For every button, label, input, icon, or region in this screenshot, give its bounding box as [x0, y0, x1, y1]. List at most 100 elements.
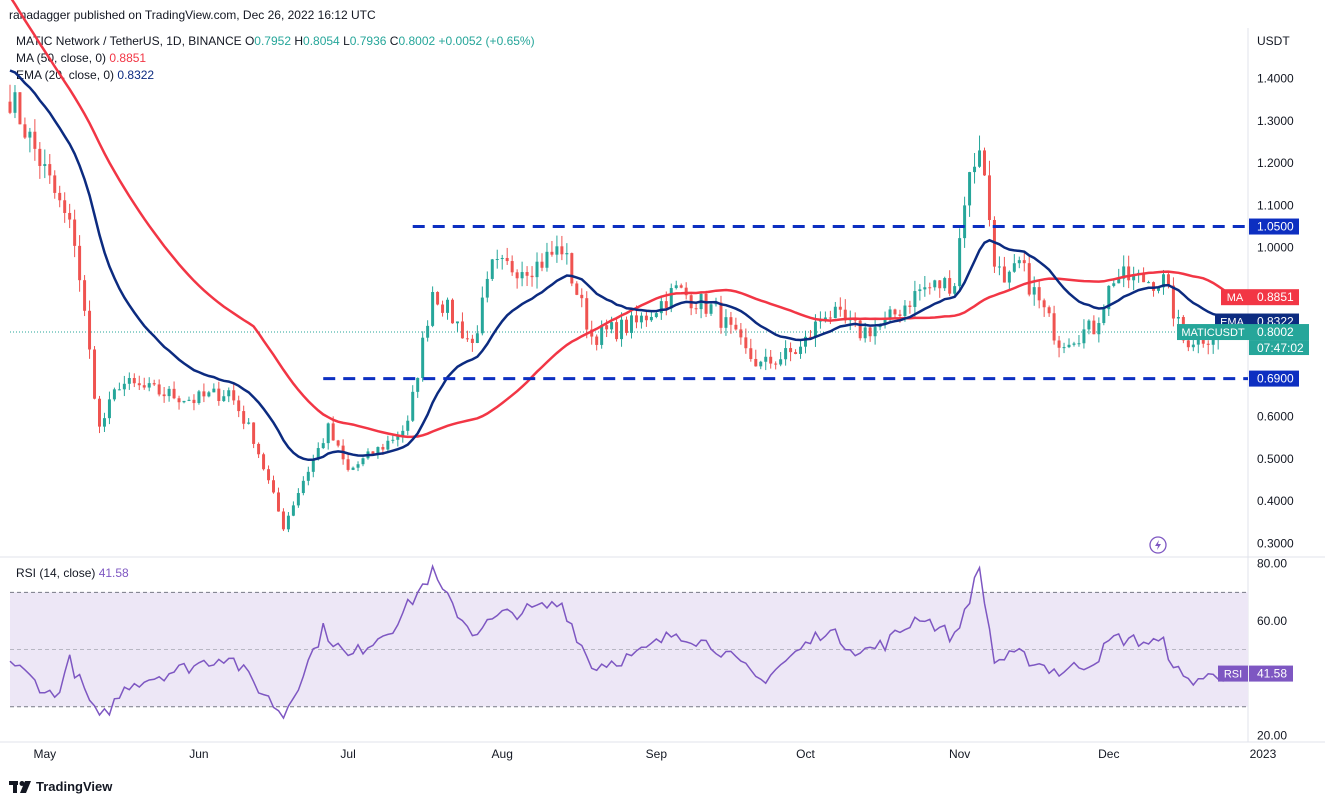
- open-value: 0.7952: [254, 34, 291, 48]
- candle: [88, 300, 92, 359]
- candle: [968, 171, 972, 217]
- candle: [296, 488, 300, 508]
- ma-tag-value: 0.8851: [1257, 290, 1294, 304]
- ema-legend-value: 0.8322: [117, 68, 155, 82]
- candle: [18, 92, 22, 125]
- ema-legend[interactable]: EMA (20, close, 0) 0.8322: [16, 68, 154, 82]
- candle: [764, 348, 768, 371]
- candle: [530, 266, 534, 287]
- candle: [744, 328, 748, 354]
- candle: [500, 254, 504, 270]
- candle: [212, 383, 216, 393]
- candle: [470, 334, 474, 352]
- candle: [1092, 315, 1096, 335]
- candle: [237, 395, 241, 418]
- candle: [107, 391, 111, 425]
- candle: [828, 310, 832, 325]
- candle: [157, 379, 161, 397]
- candle: [848, 310, 852, 331]
- candle: [948, 270, 952, 297]
- candle: [1147, 280, 1151, 284]
- candle: [152, 379, 156, 387]
- candle: [719, 295, 723, 334]
- tradingview-brand[interactable]: TradingView: [9, 779, 112, 794]
- candle: [1022, 250, 1026, 272]
- candle: [545, 242, 549, 272]
- time-tick-label: Jun: [189, 747, 208, 761]
- candle: [1117, 268, 1121, 284]
- rsi-axis-ticks: 20.00 60.00 80.00: [1257, 557, 1287, 743]
- candle: [958, 228, 962, 290]
- candle: [689, 294, 693, 316]
- candle: [441, 300, 445, 317]
- last-tag-name: MATICUSDT: [1181, 327, 1245, 339]
- rsi-tag-name: RSI: [1224, 669, 1242, 681]
- candle: [729, 311, 733, 334]
- candle: [570, 252, 574, 287]
- candle: [93, 346, 97, 400]
- candle: [515, 269, 519, 289]
- candle: [1057, 335, 1061, 358]
- candle: [997, 256, 1001, 276]
- candle: [326, 422, 330, 450]
- price-tick-label: 1.3000: [1257, 114, 1294, 128]
- ma-legend[interactable]: MA (50, close, 0) 0.8851: [16, 51, 146, 65]
- candle: [147, 377, 151, 392]
- rsi-legend[interactable]: RSI (14, close) 41.58: [16, 566, 129, 580]
- price-tick-label: 1.2000: [1257, 156, 1294, 170]
- rsi-line: [9, 563, 1234, 720]
- candle: [490, 258, 494, 281]
- candle: [83, 275, 87, 317]
- candle: [799, 339, 803, 359]
- candle: [202, 383, 206, 403]
- candle: [301, 476, 305, 496]
- candle: [78, 235, 82, 292]
- candle: [535, 252, 539, 289]
- candle: [247, 418, 251, 425]
- candle: [774, 361, 778, 370]
- candle: [585, 291, 589, 339]
- candle: [426, 320, 430, 342]
- last-tag-value: 0.8002: [1257, 325, 1294, 339]
- price-tick-label: 0.5000: [1257, 452, 1294, 466]
- candle: [28, 127, 32, 153]
- candle: [182, 400, 186, 404]
- candle: [749, 338, 753, 362]
- candle: [411, 385, 415, 423]
- candle: [336, 439, 340, 448]
- candle: [1122, 255, 1126, 288]
- ma-tag-value-box: [1249, 289, 1299, 306]
- alert-icon[interactable]: [1149, 536, 1167, 554]
- last-tag-value-box: [1249, 324, 1309, 341]
- brand-name: TradingView: [36, 779, 113, 794]
- symbol-title[interactable]: MATIC Network / TetherUS, 1D, BINANCE: [16, 34, 242, 48]
- low-value: 0.7936: [349, 34, 387, 48]
- candle: [808, 329, 812, 338]
- close-value: 0.8002: [398, 34, 436, 48]
- candle: [1067, 338, 1071, 349]
- candle: [346, 453, 350, 472]
- candle: [1206, 340, 1210, 355]
- last-tag-name-box: [1177, 324, 1249, 341]
- candle: [918, 284, 922, 301]
- candle: [1107, 285, 1111, 317]
- candle: [1161, 269, 1165, 295]
- candle: [38, 142, 42, 179]
- candle: [540, 253, 544, 272]
- rsi-legend-value: 41.58: [98, 566, 129, 580]
- candle: [560, 235, 564, 261]
- level-tag: [1249, 218, 1299, 235]
- candle: [455, 321, 459, 332]
- candle: [421, 331, 425, 382]
- candle: [192, 394, 196, 411]
- candle: [590, 320, 594, 345]
- candle: [704, 290, 708, 318]
- candle: [13, 85, 17, 119]
- candle: [1137, 269, 1141, 283]
- candle: [505, 247, 509, 265]
- candle: [376, 446, 380, 459]
- candle: [928, 282, 932, 295]
- candle: [699, 292, 703, 319]
- price-tick-label: 0.6000: [1257, 410, 1294, 424]
